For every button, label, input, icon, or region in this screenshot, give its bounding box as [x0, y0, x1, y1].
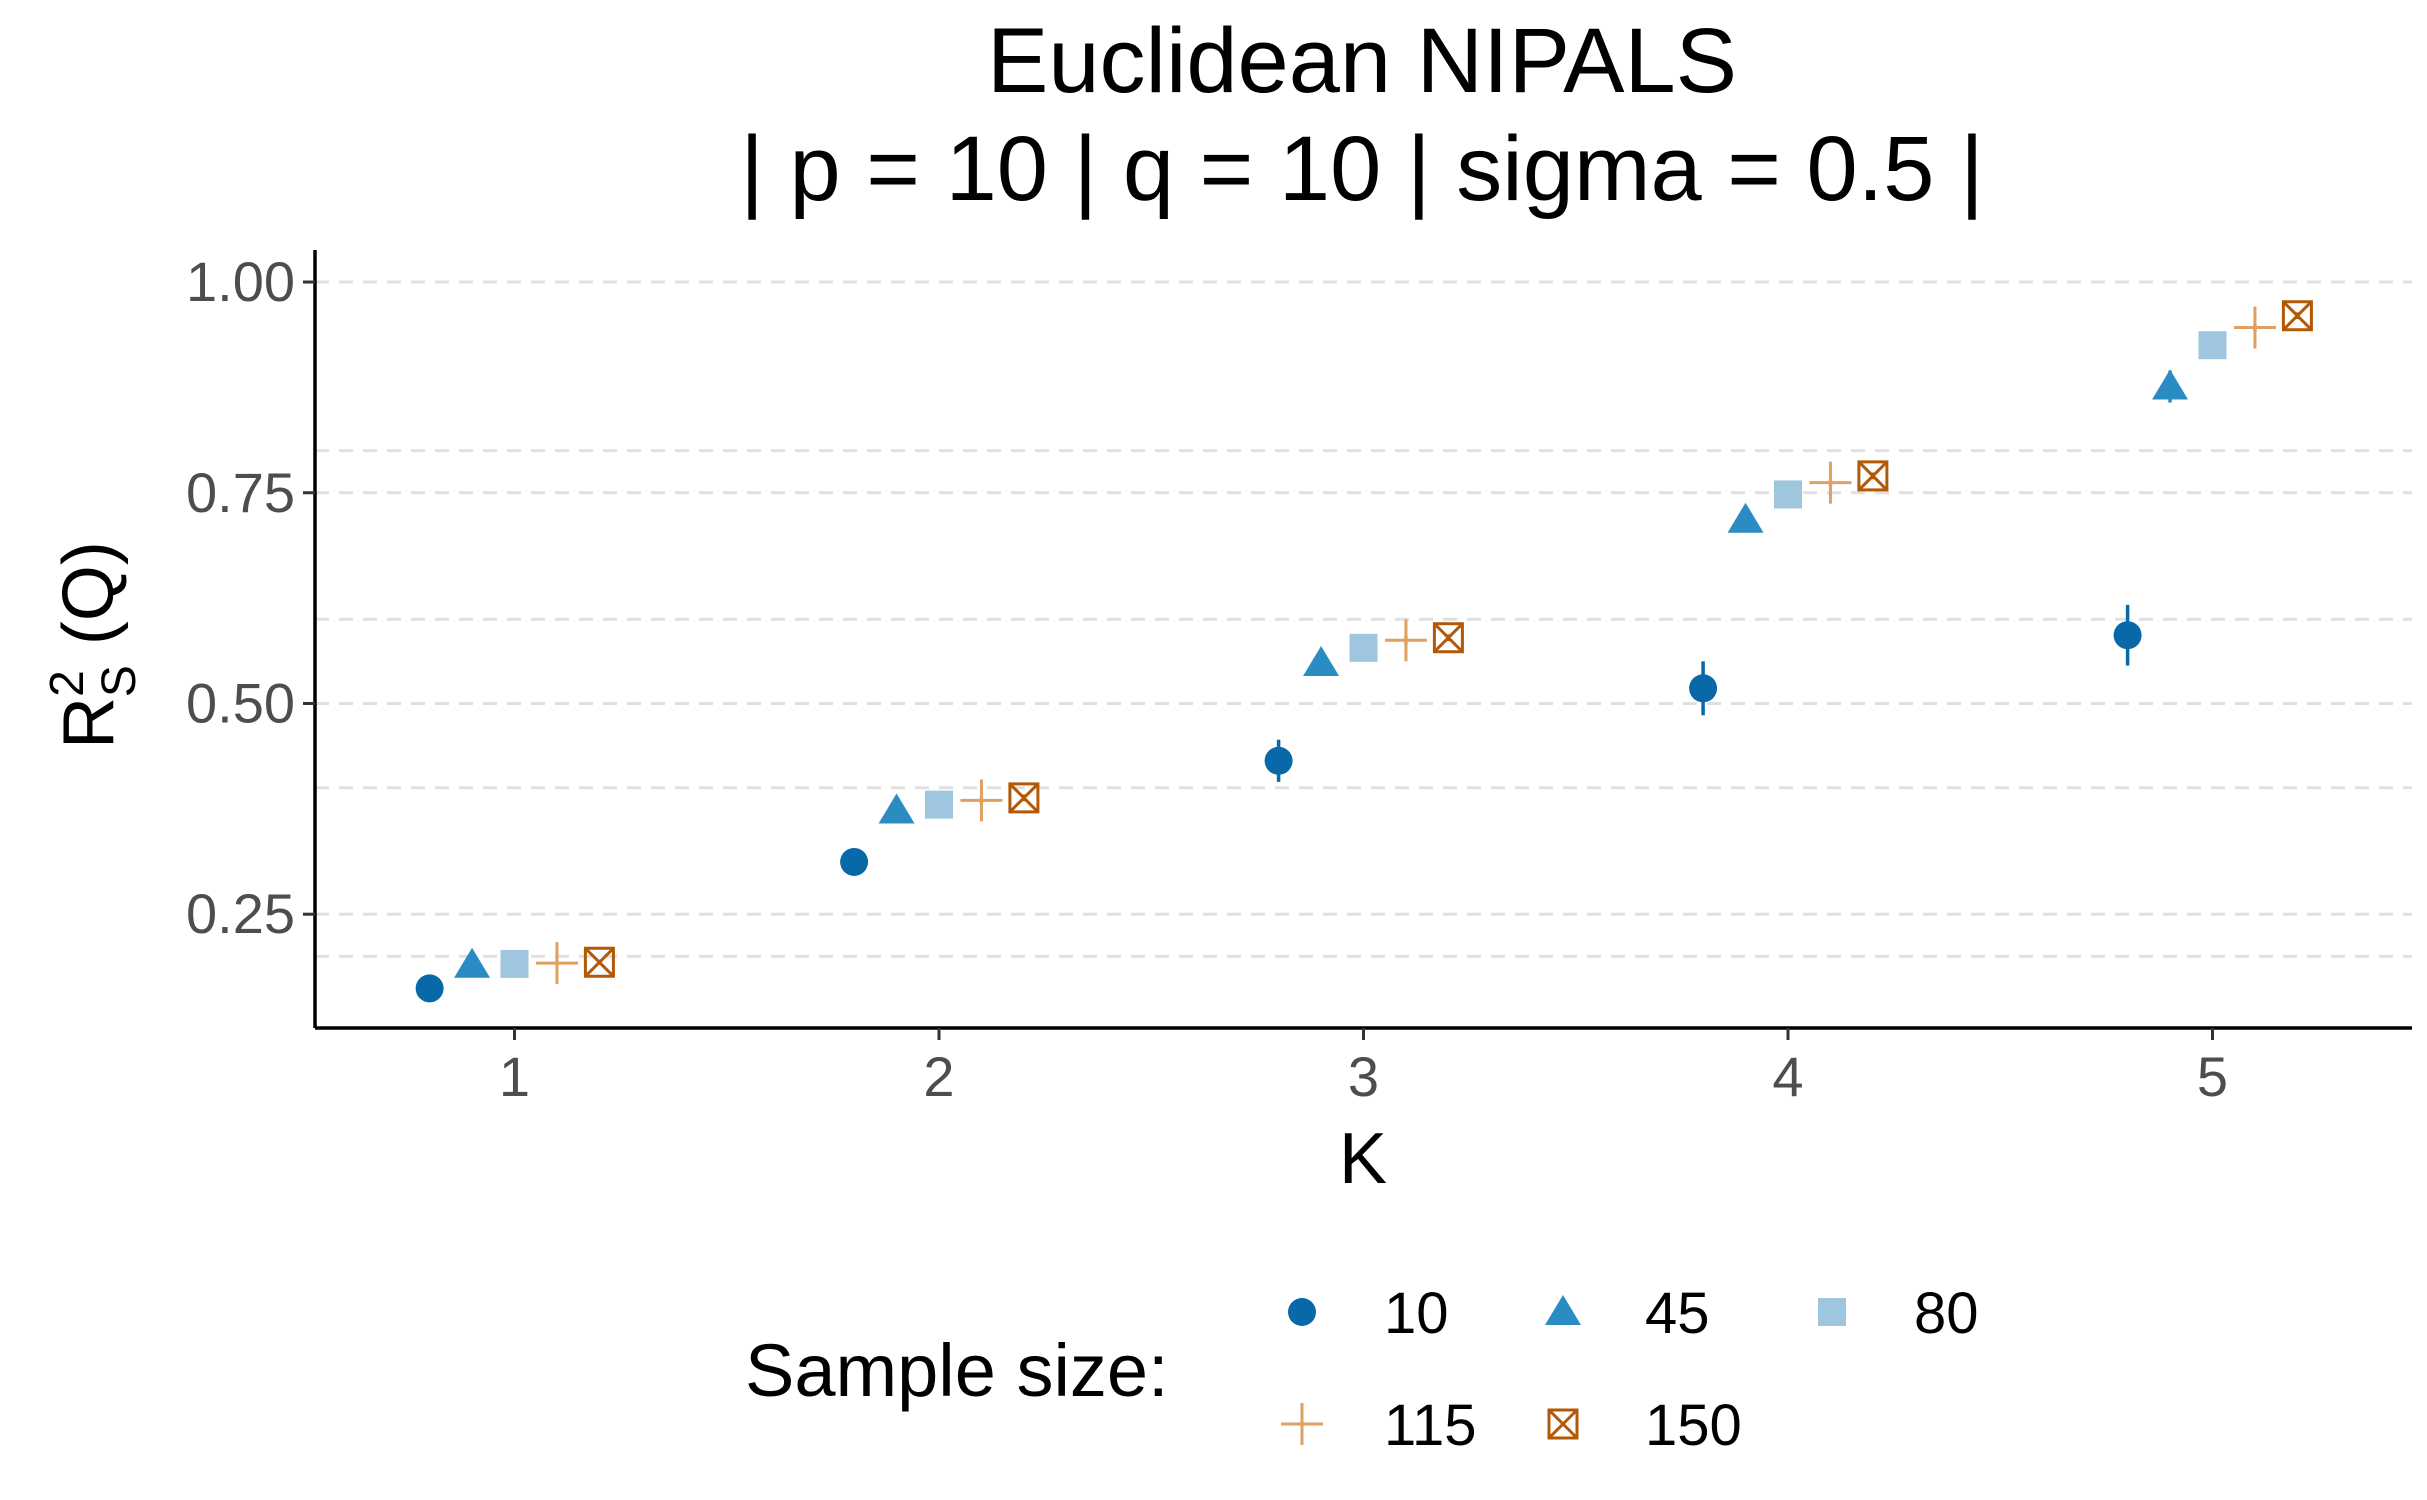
x-tick-label: 4 [1772, 1045, 1803, 1108]
legend-label: 80 [1914, 1281, 1979, 1346]
data-point [1809, 461, 1852, 504]
y-tick-label: 1.00 [186, 250, 295, 313]
data-point [1857, 460, 1889, 492]
data-point [1432, 622, 1464, 654]
y-axis-title-rest: (Q) [49, 541, 129, 665]
legend: 10 45 80 115 150 [1281, 1281, 1979, 1458]
y-axis-title-main: R [49, 697, 129, 749]
series-45 [454, 369, 2189, 978]
data-point [415, 974, 444, 1003]
legend-title: Sample size: [745, 1329, 1169, 1412]
y-ticks: 0.25 0.50 0.75 1.00 [186, 250, 315, 945]
legend-label: 10 [1384, 1281, 1449, 1346]
data-point [500, 949, 529, 978]
y-axis-title-sub: S [93, 665, 146, 697]
data-point [454, 947, 491, 978]
legend-label: 150 [1645, 1393, 1742, 1458]
data-point [583, 946, 615, 978]
legend-item-80: 80 [1818, 1281, 1979, 1346]
legend-item-150: 150 [1547, 1393, 1742, 1458]
legend-key [1818, 1298, 1846, 1326]
data-point [1384, 619, 1427, 662]
chart-title: Euclidean NIPALS [987, 10, 1737, 112]
data-point [960, 779, 1003, 822]
y-axis-title: R2S (Q) [41, 541, 146, 749]
series-80 [500, 331, 2227, 978]
series-150 [583, 300, 2313, 978]
legend-key [1281, 1403, 1323, 1445]
data-point [2113, 621, 2142, 650]
data-marks [415, 300, 2313, 1003]
y-tick-label: 0.75 [186, 461, 295, 524]
x-ticks: 1 2 3 4 5 [499, 1028, 2228, 1108]
x-tick-label: 5 [2197, 1045, 2228, 1108]
x-tick-label: 1 [499, 1045, 530, 1108]
data-point [2233, 306, 2276, 349]
data-point [2281, 300, 2313, 332]
data-point [535, 942, 578, 985]
gridlines [315, 280, 2412, 958]
legend-item-10: 10 [1288, 1281, 1449, 1346]
legend-item-45: 45 [1545, 1281, 1710, 1346]
x-tick-label: 3 [1348, 1045, 1379, 1108]
legend-key [1288, 1298, 1316, 1326]
data-point [1349, 633, 1378, 662]
data-point [1303, 646, 1340, 677]
chart-subtitle: | p = 10 | q = 10 | sigma = 0.5 | [740, 118, 1984, 220]
data-point [2152, 369, 2189, 400]
series-115 [535, 306, 2276, 985]
data-point [1008, 782, 1040, 814]
data-point [1727, 502, 1764, 533]
data-point [925, 790, 954, 819]
x-tick-label: 2 [923, 1045, 954, 1108]
data-point [1689, 674, 1718, 703]
legend-item-115: 115 [1281, 1393, 1476, 1458]
svg-text:R2S (Q): R2S (Q) [41, 541, 146, 749]
y-tick-label: 0.50 [186, 671, 295, 734]
legend-label: 45 [1645, 1281, 1710, 1346]
legend-key [1547, 1408, 1579, 1440]
x-axis-title: K [1339, 1119, 1387, 1199]
legend-label: 115 [1384, 1393, 1476, 1458]
series-10 [415, 604, 2142, 1003]
data-point [840, 847, 869, 876]
data-point [1773, 480, 1802, 509]
data-point [1264, 746, 1293, 775]
legend-key [1545, 1295, 1581, 1325]
data-point [878, 793, 915, 824]
data-point [2198, 331, 2227, 360]
y-axis-title-sup: 2 [41, 670, 94, 697]
y-tick-label: 0.25 [186, 882, 295, 945]
